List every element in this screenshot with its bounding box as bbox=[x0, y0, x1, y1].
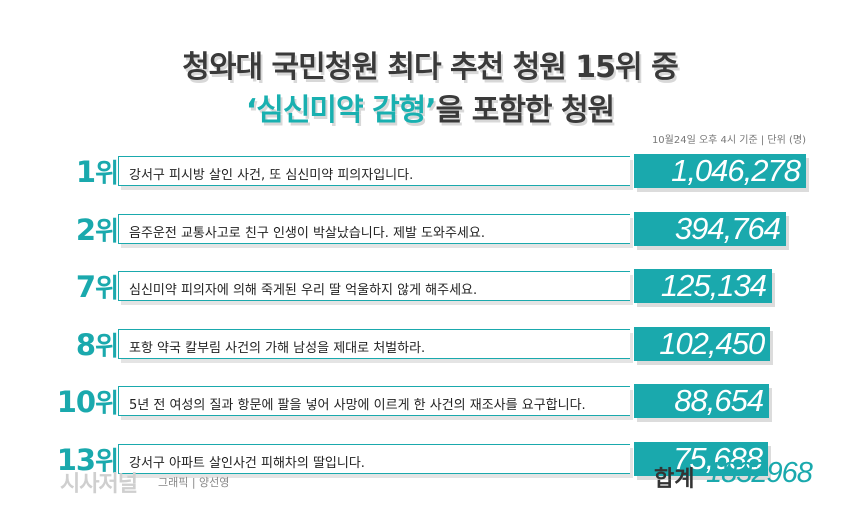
value-label: 88,654 bbox=[674, 383, 764, 418]
rank-label: 7위 bbox=[52, 268, 119, 305]
rank-unit: 위 bbox=[95, 331, 119, 362]
petition-title-box: 강서구 아파트 살인사건 피해차의 딸입니다. bbox=[118, 443, 630, 474]
title-highlight: ‘심신미약 감형’ bbox=[245, 93, 437, 128]
value-label: 102,450 bbox=[659, 325, 765, 361]
value-bar: 102,450 bbox=[634, 325, 771, 361]
petition-row: 2위 음주운전 교통사고로 친구 인생이 박살났습니다. 제발 도와주세요. 394… bbox=[0, 209, 860, 250]
rank-unit: 위 bbox=[95, 389, 119, 419]
petition-title-box: 강서구 피시방 살인 사건, 또 심신미약 피의자입니다. bbox=[118, 156, 630, 186]
value-bar: 75,688 bbox=[634, 440, 768, 476]
rank-number: 8 bbox=[75, 327, 96, 362]
rank-label: 13위 bbox=[52, 441, 119, 478]
rank-unit: 위 bbox=[95, 216, 119, 247]
rank-label: 1위 bbox=[52, 153, 119, 190]
title-line-1: 청와대 국민청원 최다 추천 청원 15위 중 bbox=[182, 50, 678, 85]
rank-label: 8위 bbox=[52, 326, 119, 363]
petition-row: 1위 강서구 피시방 살인 사건, 또 심신미약 피의자입니다. 1,046,278 bbox=[0, 151, 860, 192]
rank-number: 7 bbox=[75, 270, 96, 304]
value-bar: 1,046,278 bbox=[634, 154, 806, 188]
rank-number: 1 bbox=[75, 155, 96, 189]
value-bar: 88,654 bbox=[634, 383, 770, 418]
rank-unit: 위 bbox=[95, 274, 119, 304]
total-label: 합계 bbox=[654, 467, 695, 492]
petition-row: 7위 심신미약 피의자에 의해 죽게된 우리 딸 억울하지 않게 해주세요. 125… bbox=[0, 266, 860, 307]
title-rest: 을 포함한 청원 bbox=[435, 93, 615, 128]
rank-unit: 위 bbox=[95, 446, 119, 477]
rank-number: 13 bbox=[56, 442, 96, 477]
value-label: 1,046,278 bbox=[671, 153, 801, 188]
petition-row: 8위 포항 약국 칼부림 사건의 가해 남성을 제대로 처벌하라. 102,450 bbox=[0, 324, 860, 365]
graphic-credit: 그래픽 | 양선영 bbox=[158, 476, 230, 489]
petition-title: 심신미약 피의자에 의해 죽게된 우리 딸 억울하지 않게 해주세요. bbox=[129, 283, 478, 298]
total-value: 1832968 bbox=[706, 457, 813, 489]
value-bar: 394,764 bbox=[634, 210, 786, 246]
petition-title-box: 음주운전 교통사고로 친구 인생이 박살났습니다. 제발 도와주세요. bbox=[118, 213, 630, 244]
publisher-logo: 시사저널 bbox=[60, 472, 138, 497]
petition-title-box: 포항 약국 칼부림 사건의 가해 남성을 제대로 처벌하라. bbox=[118, 328, 630, 359]
petition-title: 5년 전 여성의 질과 항문에 팔을 넣어 사망에 이르게 한 사건의 재조사를… bbox=[129, 398, 586, 413]
petition-title: 강서구 아파트 살인사건 피해차의 딸입니다. bbox=[129, 455, 365, 471]
value-label: 394,764 bbox=[674, 210, 781, 246]
data-note: 10월24일 오후 4시 기준 | 단위 (명) bbox=[651, 135, 806, 146]
petition-title: 음주운전 교통사고로 친구 인생이 박살났습니다. 제발 도와주세요. bbox=[129, 225, 485, 241]
value-label: 75,688 bbox=[673, 440, 763, 476]
rank-label: 10위 bbox=[52, 383, 119, 420]
petition-row: 13위 강서구 아파트 살인사건 피해차의 딸입니다. 75,688 bbox=[0, 439, 860, 480]
petition-title-box: 심신미약 피의자에 의해 죽게된 우리 딸 억울하지 않게 해주세요. bbox=[118, 271, 630, 301]
title-line-2: ‘심신미약 감형’을 포함한 청원 bbox=[0, 85, 860, 129]
petition-row: 10위 5년 전 여성의 질과 항문에 팔을 넣어 사망에 이르게 한 사건의 재… bbox=[0, 381, 860, 422]
rank-unit: 위 bbox=[95, 159, 119, 189]
petition-title: 강서구 피시방 살인 사건, 또 심신미약 피의자입니다. bbox=[129, 168, 414, 183]
rank-label: 2위 bbox=[52, 211, 119, 248]
rank-number: 10 bbox=[56, 385, 96, 419]
rank-number: 2 bbox=[75, 212, 96, 247]
value-bar: 125,134 bbox=[634, 269, 772, 303]
petition-title: 포항 약국 칼부림 사건의 가해 남성을 제대로 처벌하라. bbox=[129, 340, 426, 356]
petition-title-box: 5년 전 여성의 질과 항문에 팔을 넣어 사망에 이르게 한 사건의 재조사를… bbox=[118, 386, 630, 416]
value-label: 125,134 bbox=[660, 268, 767, 303]
